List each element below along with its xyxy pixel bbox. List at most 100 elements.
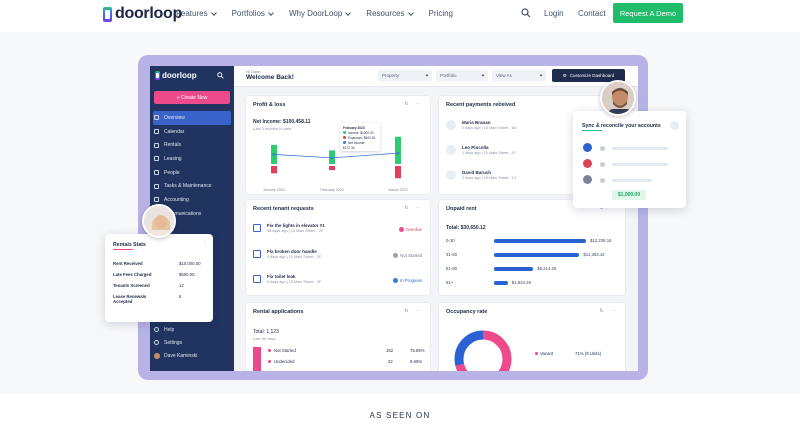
x-tick-label: January 2023 <box>263 188 285 192</box>
sidebar-item-tasks[interactable]: Tasks & Maintenance <box>150 179 234 193</box>
status-label: Not Started <box>400 253 422 258</box>
request-row[interactable]: Fix toilet leak 5 days ago | 15 Main Stre… <box>253 274 321 284</box>
nav-why-doorloop[interactable]: Why DoorLoop <box>288 9 352 18</box>
unpaid-row: 61-90 $5,214.25 <box>446 266 616 272</box>
tooltip-line: Income: $1000.00 <box>343 131 377 136</box>
sidebar-item-accounting[interactable]: Accounting <box>150 193 234 207</box>
card-actions[interactable]: ↻ ⋯ <box>404 308 424 314</box>
sidebar-item-settings[interactable]: Settings <box>150 336 234 349</box>
net-income-point <box>330 156 334 160</box>
sidebar-item-calendar[interactable]: Calendar <box>150 125 234 139</box>
brand-logo[interactable]: doorloop <box>103 5 182 23</box>
status-dot <box>393 253 399 258</box>
greeting: Hi Dave, <box>246 69 262 74</box>
card-actions[interactable]: ↻ ⋯ <box>404 205 424 211</box>
stats-row: Rent Received $10,000.00 <box>113 261 203 266</box>
application-row: Not Started 162 75.85% <box>268 348 425 354</box>
portfolio-select[interactable]: Portfolio <box>436 70 488 81</box>
request-row[interactable]: Fix the lights in elevator #1 58 days ago… <box>253 223 325 233</box>
sidebar-item-label: Rentals <box>164 142 181 149</box>
aging-bar <box>494 239 586 243</box>
occupancy-card: Occupancy rate ↻ ⋯ Vacant 71% (9 Units) <box>439 303 625 371</box>
legend-dot <box>535 352 538 355</box>
x-tick-label: March 2023 <box>389 188 408 192</box>
customize-dashboard-button[interactable]: ⚙ Customize Dashboard <box>552 69 625 82</box>
applications-period: Last 30 days <box>253 336 276 341</box>
close-icon[interactable] <box>670 121 679 130</box>
nav-pricing[interactable]: Pricing <box>428 9 453 18</box>
stats-value: $10,000.00 <box>179 261 201 266</box>
people-icon <box>154 170 159 176</box>
more-icon[interactable]: ⋮ <box>202 240 207 246</box>
request-row[interactable]: Fix broken door handle 3 days ago | 15 Ma… <box>253 249 321 259</box>
request-demo-button[interactable]: Request A Demo <box>613 3 683 23</box>
application-pct: 9.65% <box>410 359 423 364</box>
payment-info: Maria Branan 2 days ago | 15 Main Street … <box>462 120 516 130</box>
application-count: 162 <box>386 348 394 353</box>
payer-name: Leo Pincolla <box>462 145 489 150</box>
card-actions[interactable]: ↻ ⋯ <box>599 205 619 211</box>
search-icon[interactable] <box>521 8 531 18</box>
status-badge: Overdue <box>398 227 422 232</box>
overview-icon <box>154 115 159 121</box>
chevron-down-icon <box>425 73 429 77</box>
application-count: 22 <box>388 359 393 364</box>
sidebar-brand: doorloop <box>162 71 197 80</box>
aging-value: $12,238.16 <box>590 238 612 243</box>
occupied-slice <box>454 330 512 371</box>
payment-row[interactable]: David Baruch 2 days ago | 15 Main Street … <box>446 170 517 180</box>
payment-meta: 2 days ago | 15 Main Street - 1C <box>462 176 517 180</box>
aging-value: $11,363.42 <box>583 252 605 257</box>
portfolio-select-label: Portfolio <box>440 73 457 78</box>
tooltip-line: Expenses: $500.00 <box>343 136 377 141</box>
search-icon[interactable] <box>217 72 224 79</box>
status-label: In Progress <box>400 278 422 283</box>
legend-value: 71% (9 Units) <box>575 351 602 356</box>
aging-value: $1,834.29 <box>511 280 531 285</box>
nav-portfolios[interactable]: Portfolios <box>232 9 274 18</box>
nav-why-label: Why DoorLoop <box>288 9 343 18</box>
amount-badge: $1,000.00 <box>612 190 646 200</box>
expense-bar <box>395 166 401 179</box>
sidebar-item-people[interactable]: People <box>150 166 234 180</box>
property-select[interactable]: Property <box>378 70 432 81</box>
sync-title: Sync & reconcile your accounts <box>582 123 661 129</box>
tooltip-expenses: Expenses: $500.00 <box>348 136 376 140</box>
payment-row[interactable]: Maria Branan 2 days ago | 15 Main Street … <box>446 120 516 130</box>
login-link[interactable]: Login <box>544 9 564 18</box>
expense-bar <box>329 166 335 171</box>
card-title: Recent payments received <box>446 102 516 108</box>
sidebar-item-leasing[interactable]: Leasing <box>150 152 234 166</box>
contact-link[interactable]: Contact <box>578 9 606 18</box>
expense-bar <box>271 166 277 174</box>
card-title: Rental applications <box>253 309 304 315</box>
avatar <box>600 80 636 116</box>
sidebar-item-overview[interactable]: Overview <box>153 111 231 125</box>
sidebar-item-profile[interactable]: Dave Kaminski <box>150 349 234 362</box>
card-actions[interactable]: ↻ ⋯ <box>404 101 424 107</box>
chevron-down-icon <box>481 73 485 77</box>
sidebar-item-help[interactable]: Help <box>150 323 234 336</box>
create-new-button[interactable]: + Create New <box>154 91 230 104</box>
net-income-point <box>396 151 400 155</box>
request-title: Fix broken door handle <box>267 249 317 254</box>
card-actions[interactable]: ↻ ⋯ <box>599 308 619 314</box>
bank-icon <box>583 159 592 168</box>
nav-resources[interactable]: Resources <box>366 9 414 18</box>
stats-value: 8 <box>179 294 182 299</box>
income-bar <box>395 136 401 164</box>
card-title: Unpaid rent <box>446 206 477 212</box>
bank-icon <box>583 143 592 152</box>
payment-row[interactable]: Leo Pincolla 2 days ago | 15 Main Street … <box>446 145 516 155</box>
refresh-icon[interactable]: ↻ <box>497 101 505 107</box>
request-meta: 58 days ago | 15 Main Street - 2F <box>267 229 324 233</box>
aging-label: 0-30 <box>446 238 455 243</box>
unpaid-row: 31-60 $11,363.42 <box>446 252 616 258</box>
unpaid-rent-card: Unpaid rent ↻ ⋯ Total: $30,650.12 0-30 $1… <box>439 200 625 295</box>
view-as-select[interactable]: View As <box>492 70 546 81</box>
payer-name: David Baruch <box>462 170 492 175</box>
sidebar-item-rentals[interactable]: Rentals <box>150 138 234 152</box>
stats-label: Rent Received <box>113 261 143 266</box>
nav-features[interactable]: Features <box>176 9 217 18</box>
sidebar-logo[interactable]: doorloop <box>155 71 197 80</box>
